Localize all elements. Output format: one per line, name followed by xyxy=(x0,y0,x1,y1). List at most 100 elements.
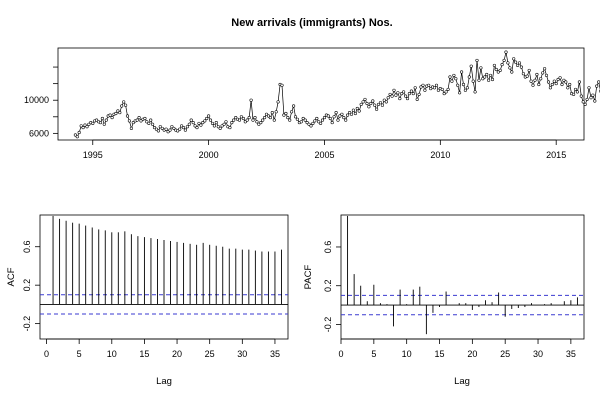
ts-data-point xyxy=(295,117,299,121)
ts-data-point xyxy=(143,116,147,121)
ts-data-point xyxy=(413,86,417,90)
ts-data-point xyxy=(502,58,506,62)
acf-x-tick-label: 5 xyxy=(77,349,82,359)
ts-data-point xyxy=(365,101,369,106)
ts-data-point xyxy=(386,96,390,100)
ts-data-point xyxy=(228,126,232,130)
ts-data-point xyxy=(205,116,209,121)
pacf-y-tick-label: -0.2 xyxy=(323,317,333,333)
ts-data-point xyxy=(243,120,247,124)
ts-data-point xyxy=(558,76,562,80)
ts-data-point xyxy=(102,122,106,126)
pacf-ylabel: PACF xyxy=(303,264,314,289)
ts-data-point xyxy=(156,129,160,133)
ts-data-point xyxy=(203,119,207,123)
ts-data-point xyxy=(344,118,348,122)
ts-data-point xyxy=(436,88,440,92)
ts-data-point xyxy=(560,82,564,87)
ts-data-point xyxy=(122,100,126,104)
ts-data-point xyxy=(585,97,589,101)
ts-data-point xyxy=(516,63,520,67)
ts-x-tick-label: 2005 xyxy=(314,150,334,160)
ts-data-point xyxy=(292,104,296,108)
ts-data-point xyxy=(587,86,591,90)
ts-data-point xyxy=(404,94,408,98)
ts-data-point xyxy=(313,119,317,123)
ts-data-point xyxy=(378,101,383,105)
ts-data-point xyxy=(398,97,402,101)
ts-data-point xyxy=(481,77,485,81)
ts-data-point xyxy=(454,77,458,81)
ts-data-point xyxy=(154,127,159,131)
ts-data-point xyxy=(241,116,245,121)
ts-data-point xyxy=(104,118,108,122)
ts-data-point xyxy=(77,130,81,135)
ts-data-point xyxy=(346,113,350,117)
ts-data-point xyxy=(402,90,406,94)
ts-data-point xyxy=(181,126,186,130)
ts-data-point xyxy=(541,71,545,75)
ts-data-point xyxy=(100,116,104,121)
ts-data-point xyxy=(264,112,269,116)
ts-data-point xyxy=(544,73,549,77)
ts-data-point xyxy=(129,126,133,130)
ts-data-point xyxy=(564,80,568,84)
ts-data-point xyxy=(465,86,469,90)
ts-x-tick-label: 2000 xyxy=(199,150,219,160)
acf-x-tick-label: 20 xyxy=(172,349,182,359)
ts-data-point xyxy=(245,118,249,122)
ts-data-point xyxy=(382,98,386,102)
ts-data-point xyxy=(183,128,187,132)
ts-data-point xyxy=(332,115,336,119)
ts-data-point xyxy=(149,118,153,122)
ts-data-point xyxy=(87,122,91,126)
ts-data-point xyxy=(469,64,473,68)
ts-data-point xyxy=(487,78,491,82)
ts-data-point xyxy=(197,121,201,125)
ts-data-point xyxy=(315,116,319,121)
ts-x-tick-label: 2015 xyxy=(546,150,566,160)
ts-data-point xyxy=(351,108,355,112)
ts-data-point xyxy=(394,93,398,97)
ts-data-point xyxy=(263,116,267,120)
ts-data-point xyxy=(589,96,593,100)
ts-data-point xyxy=(527,68,531,72)
ts-data-point xyxy=(293,115,298,119)
ts-data-point xyxy=(514,60,518,64)
ts-data-point xyxy=(477,78,481,82)
ts-data-point xyxy=(512,57,516,61)
ts-data-point xyxy=(510,70,514,74)
ts-data-point xyxy=(125,114,130,118)
ts-data-point xyxy=(411,92,415,96)
ts-data-point xyxy=(124,103,128,107)
ts-data-point xyxy=(573,87,578,91)
ts-data-point xyxy=(127,119,131,123)
ts-data-point xyxy=(450,79,454,83)
acf-x-tick-label: 30 xyxy=(237,349,247,359)
ts-data-point xyxy=(355,106,359,111)
ts-data-point xyxy=(384,100,388,104)
ts-data-point xyxy=(577,80,581,84)
ts-data-point xyxy=(249,98,253,102)
ts-data-point xyxy=(440,87,444,91)
ts-data-point xyxy=(336,118,340,122)
ts-data-point xyxy=(460,70,464,74)
ts-data-point xyxy=(483,75,487,79)
ts-data-point xyxy=(284,111,288,116)
ts-x-tick-label: 2010 xyxy=(430,150,450,160)
ts-data-point xyxy=(131,121,135,125)
pacf-x-tick-label: 15 xyxy=(435,349,445,359)
ts-y-tick-label: 6000 xyxy=(29,128,49,138)
ts-data-point xyxy=(338,114,342,118)
ts-x-tick-label: 1995 xyxy=(83,150,103,160)
ts-data-point xyxy=(95,118,99,122)
ts-data-point xyxy=(180,124,184,128)
ts-data-point xyxy=(456,83,460,87)
ts-data-point xyxy=(539,77,543,81)
ts-data-point xyxy=(446,87,450,91)
ts-data-point xyxy=(373,103,377,107)
ts-data-point xyxy=(222,122,226,126)
pacf-plot-frame xyxy=(340,214,585,340)
ts-data-point xyxy=(442,92,446,96)
pacf-x-tick-label: 20 xyxy=(467,349,477,359)
